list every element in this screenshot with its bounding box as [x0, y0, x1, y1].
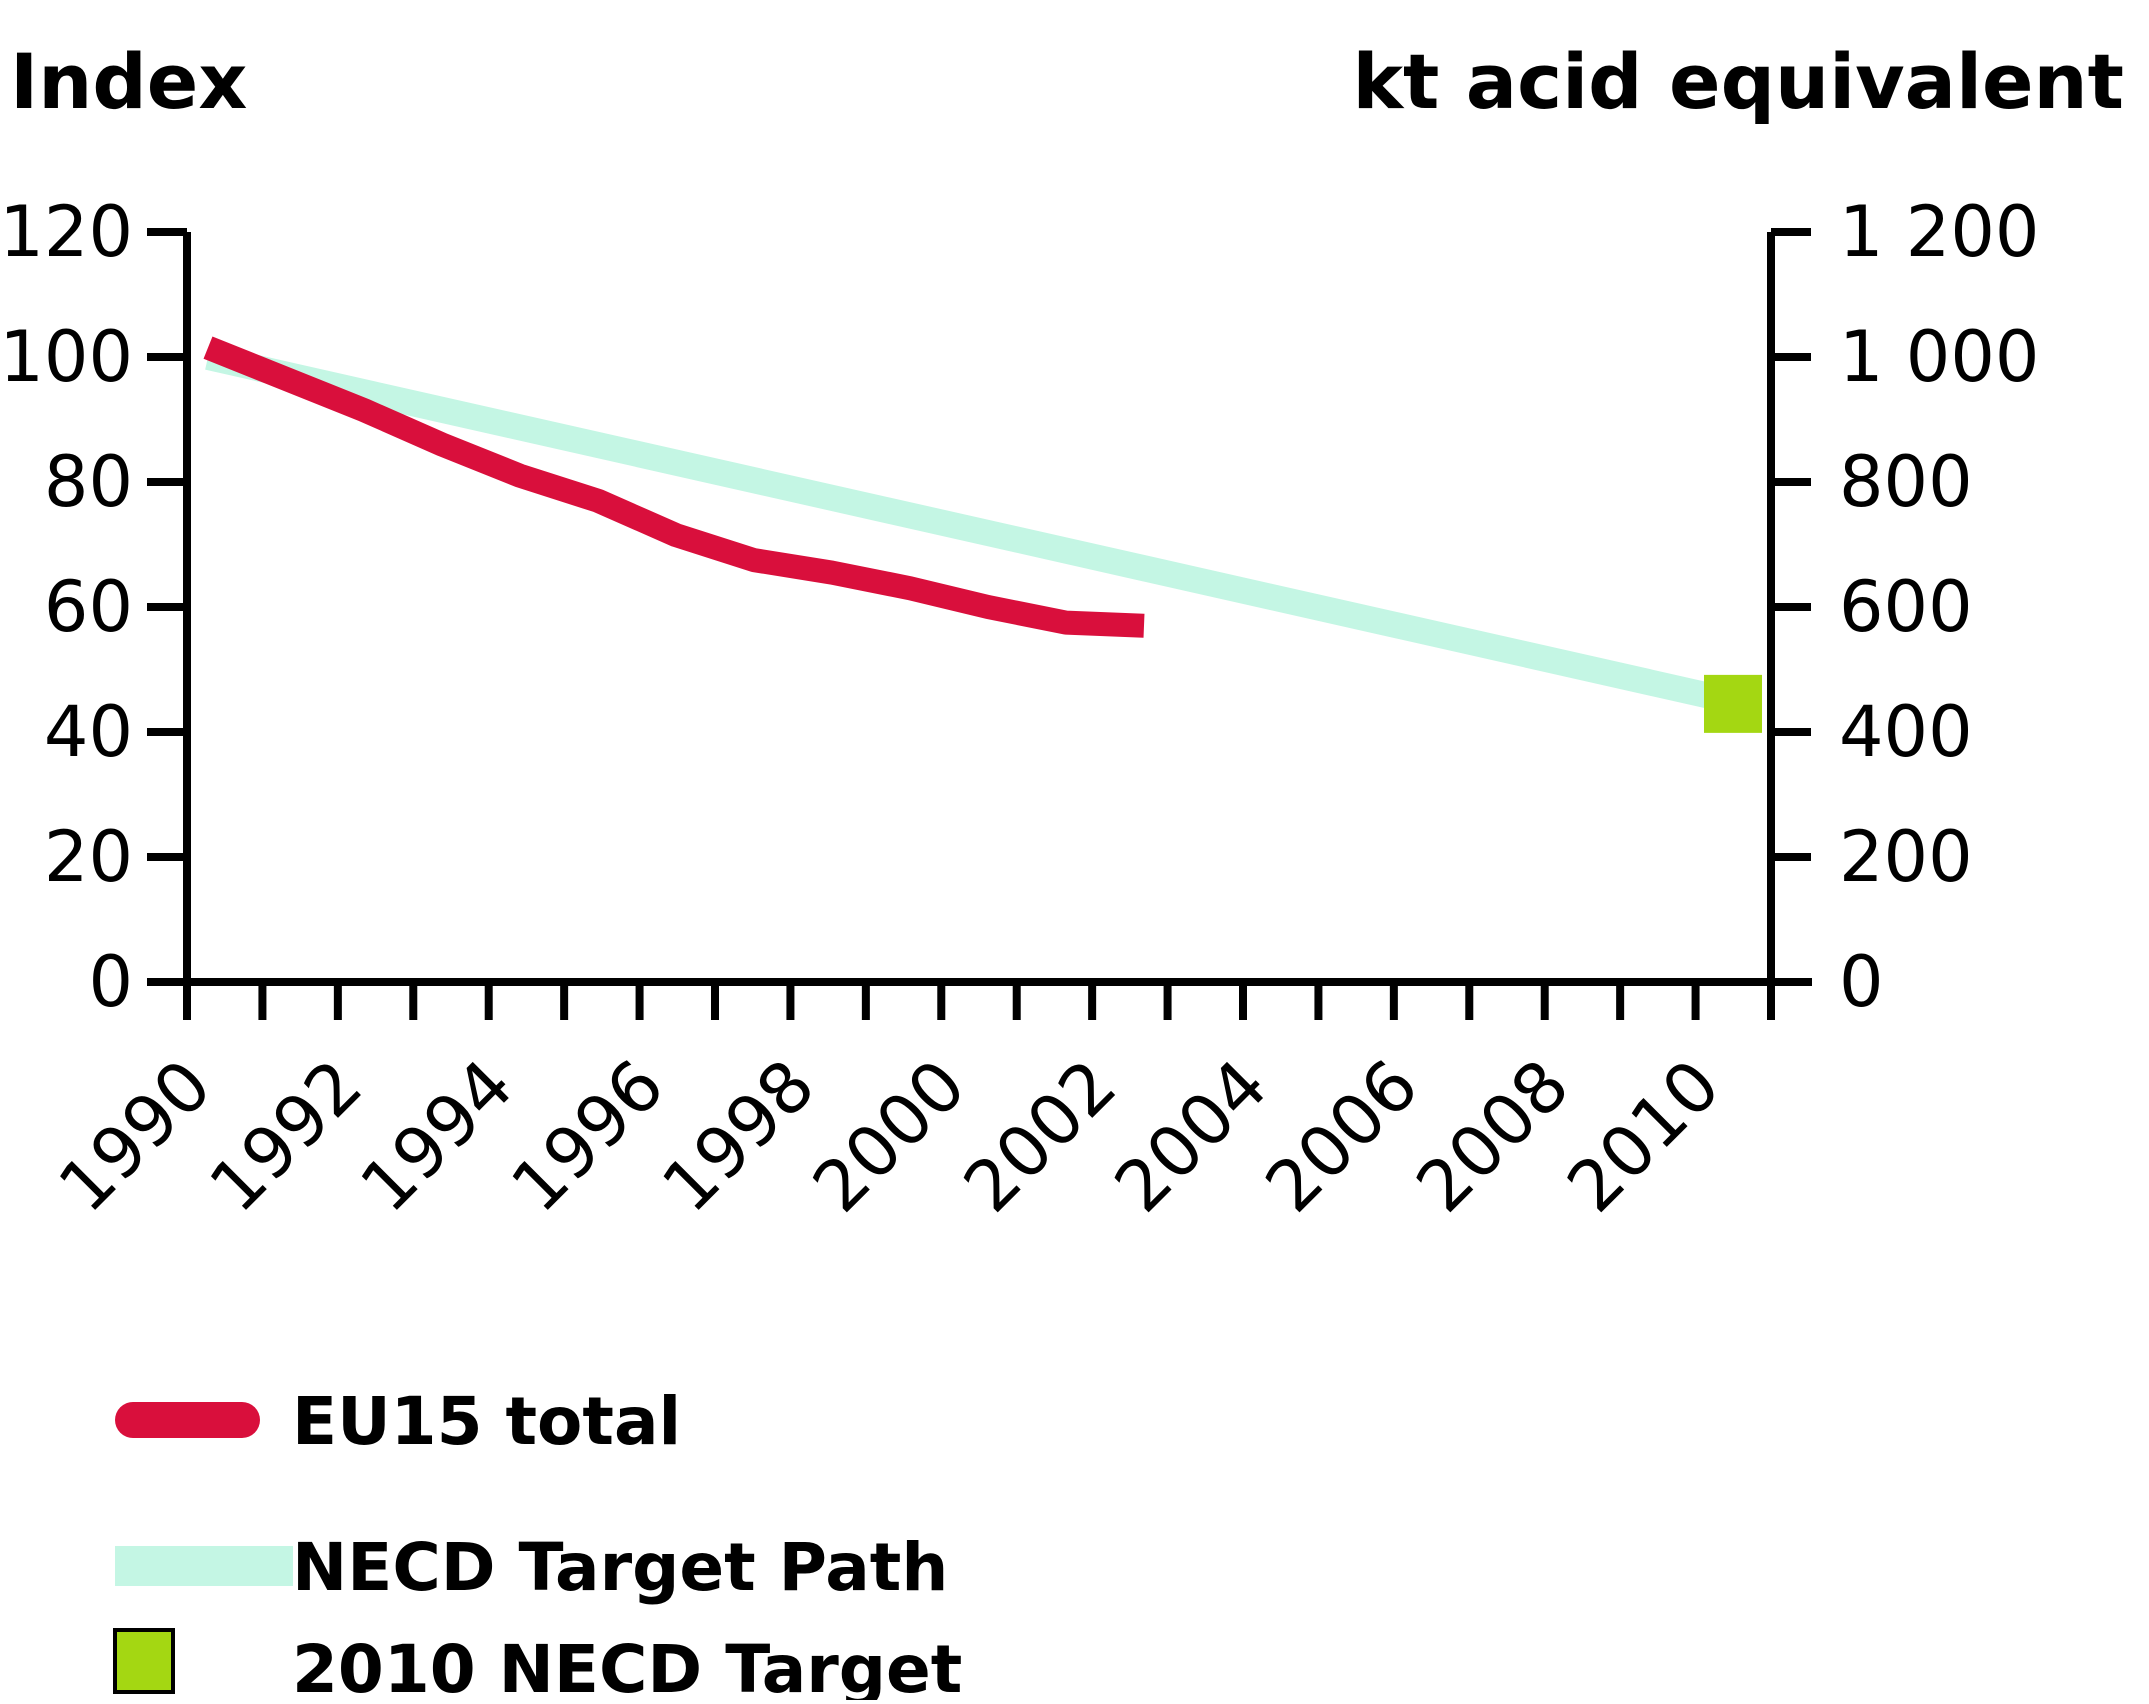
legend: EU15 total NECD Target Path 2010 NECD Targ…: [113, 1383, 962, 1704]
legend-item: 2010 NECD Target: [113, 1628, 962, 1704]
right-axis-tick-label: 600: [1839, 566, 1973, 648]
x-axis-year-label: 2002: [948, 1044, 1132, 1228]
left-axis-tick-label: 60: [44, 566, 133, 648]
legend-swatch-rounded-line: [115, 1402, 260, 1438]
right-axis-tick-label: 800: [1839, 441, 1973, 523]
legend-item: EU15 total: [115, 1383, 681, 1460]
right-axis-tick-label: 400: [1839, 691, 1973, 773]
x-axis-year-label: 1996: [496, 1044, 680, 1228]
left-axis-tick-label: 100: [0, 316, 133, 398]
left-axis-tick-label: 120: [0, 191, 133, 273]
left-axis-tick-label: 40: [44, 691, 133, 773]
right-axis-tick-label: 1 200: [1839, 191, 2039, 273]
x-axis-year-label: 2000: [797, 1044, 981, 1228]
legend-item: NECD Target Path: [115, 1529, 948, 1606]
marker-2010-necd-target: [1704, 674, 1762, 733]
x-axis-year-label: 1990: [43, 1044, 227, 1228]
x-axis-year-label: 1992: [194, 1044, 378, 1228]
right-axis-tick-label: 1 000: [1839, 316, 2039, 398]
series-line-eu15-total: [203, 336, 1145, 638]
x-axis-year-label: 2008: [1401, 1044, 1585, 1228]
right-axis-tick-label: 0: [1839, 941, 1884, 1023]
right-axis-title: kt acid equivalent: [1352, 37, 2124, 126]
left-axis-tick-label: 20: [44, 816, 133, 898]
legend-label: EU15 total: [292, 1383, 681, 1460]
x-axis-year-label: 1994: [345, 1044, 529, 1228]
legend-label: NECD Target Path: [292, 1529, 948, 1606]
left-axis-title: Index: [10, 37, 247, 126]
legend-label: 2010 NECD Target: [292, 1631, 962, 1700]
left-axis-tick-label: 80: [44, 441, 133, 523]
right-axis-tick-label: 200: [1839, 816, 1973, 898]
series-line-necd-target-path: [205, 344, 1748, 717]
legend-swatch-line: [115, 1546, 293, 1586]
x-axis-year-label: 1998: [646, 1044, 830, 1228]
x-axis-year-label: 2006: [1250, 1044, 1434, 1228]
x-axis-year-label: 2004: [1099, 1044, 1283, 1228]
left-axis-tick-label: 0: [88, 941, 133, 1023]
x-axis-year-label: 2010: [1552, 1044, 1736, 1228]
legend-swatch-square-outlined: [113, 1628, 175, 1694]
